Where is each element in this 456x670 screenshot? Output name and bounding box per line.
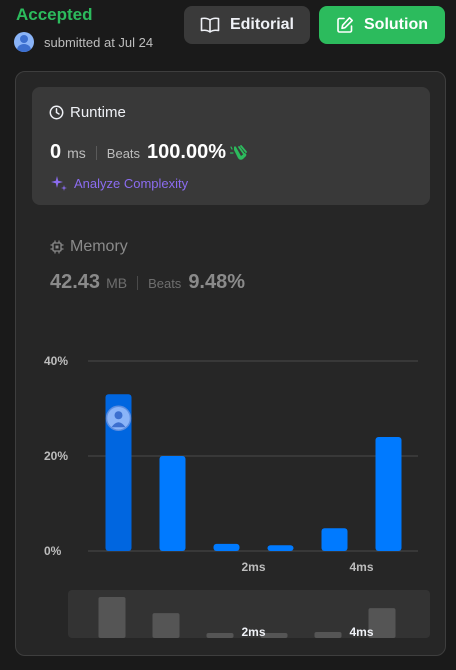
mini-bar [152,613,180,638]
editorial-label: Editorial [229,16,294,33]
bar[interactable] [267,545,294,551]
bar[interactable] [375,437,402,551]
mini-x-label: 2ms [241,625,265,639]
edit-square-icon [337,17,353,33]
runtime-metric: 0 ms Beats 100.00% [50,141,250,164]
memory-metric: 42.43 MB Beats 9.48% [50,271,245,294]
editorial-button[interactable]: Editorial [184,6,310,44]
chip-icon [50,240,64,254]
mini-bar [368,608,396,638]
analyze-complexity-link[interactable]: Analyze Complexity [51,175,188,191]
bar[interactable] [159,456,186,551]
mini-bar [260,633,288,638]
runtime-title: Runtime [70,104,126,121]
runtime-beats-label: Beats [106,146,141,161]
divider [137,275,139,290]
user-avatar-icon[interactable] [14,32,34,52]
memory-beats-value: 9.48% [188,271,246,293]
clock-icon [49,105,64,120]
mini-bar [206,633,234,638]
submitted-time: submitted at Jul 24 [44,34,154,50]
memory-beats-label: Beats [148,276,182,291]
y-tick-label: 20% [44,449,68,463]
y-tick-label: 40% [44,354,68,368]
user-avatar-body [111,422,126,428]
status-accepted: Accepted [16,5,93,24]
memory-heading: Memory [50,238,245,256]
runtime-unit: ms [67,145,86,161]
mini-x-label: 4ms [349,625,373,639]
submitted-row: submitted at Jul 24 [14,32,153,52]
runtime-distribution-chart[interactable]: 40% 20% 0% 2ms 4ms 2ms 4ms [16,72,447,657]
clap-hands-icon [230,144,247,160]
mini-bar [314,632,342,638]
memory-title: Memory [70,238,128,255]
bar[interactable] [321,528,348,551]
book-open-icon [200,17,220,33]
memory-section[interactable]: Memory 42.43 MB Beats 9.48% [50,238,245,294]
solution-button[interactable]: Solution [319,6,445,44]
divider [95,145,97,160]
memory-value: 42.43 [50,271,101,293]
bar[interactable] [213,543,240,551]
memory-unit: MB [106,275,128,291]
analyze-complexity-label: Analyze Complexity [74,175,189,191]
y-tick-label: 0% [44,544,62,558]
mini-bar [98,597,126,638]
solution-label: Solution [364,16,428,33]
user-avatar-head [114,411,123,420]
x-tick-label: 2ms [241,560,265,574]
runtime-card[interactable]: Runtime 0 ms Beats 100.00% Analy [32,87,430,205]
result-panel: Runtime 0 ms Beats 100.00% Analy [15,71,446,656]
bar-your-submission[interactable] [105,394,132,551]
runtime-beats-value: 100.00% [147,141,227,163]
runtime-value: 0 [50,141,62,163]
x-tick-label: 4ms [349,560,373,574]
sparkle-icon [51,176,67,191]
runtime-heading: Runtime [49,104,126,121]
